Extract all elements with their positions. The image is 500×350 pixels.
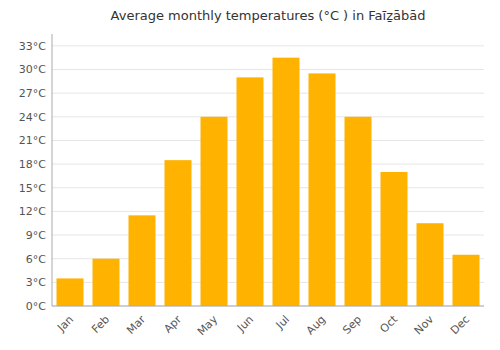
y-tick-label: 24°C bbox=[19, 111, 46, 124]
x-axis-line bbox=[52, 306, 484, 307]
grid bbox=[52, 46, 484, 306]
grid-line bbox=[52, 306, 484, 307]
x-tick-label: May bbox=[195, 313, 221, 339]
chart-container: Average monthly temperatures (°C ) in Fa… bbox=[0, 0, 500, 350]
bar bbox=[453, 255, 480, 306]
bar bbox=[273, 58, 300, 306]
y-axis-line bbox=[52, 34, 53, 306]
x-tick-label: Jan bbox=[54, 313, 76, 335]
bar bbox=[93, 259, 120, 306]
grid-line bbox=[52, 164, 484, 165]
grid-line bbox=[52, 116, 484, 117]
bars bbox=[57, 58, 480, 306]
bar bbox=[237, 77, 264, 306]
bar bbox=[381, 172, 408, 306]
x-tick-label: Aug bbox=[304, 313, 328, 337]
y-tick-label: 15°C bbox=[19, 182, 46, 195]
x-tick-label: Jun bbox=[234, 313, 256, 335]
y-tick-label: 30°C bbox=[19, 63, 46, 76]
x-tick-label: Nov bbox=[412, 313, 437, 338]
x-tick-label: Apr bbox=[161, 313, 184, 336]
y-tick-label: 18°C bbox=[19, 158, 46, 171]
y-tick-label: 33°C bbox=[19, 40, 46, 53]
x-axis: Jan Feb Mar Apr May Jun Jul Aug Sep Oct Nov Dec bbox=[52, 306, 484, 338]
x-tick-label: Oct bbox=[377, 312, 400, 335]
y-tick-label: 6°C bbox=[26, 253, 46, 266]
y-tick-label: 9°C bbox=[26, 229, 46, 242]
bar bbox=[165, 160, 192, 306]
bar bbox=[417, 223, 444, 306]
x-tick-label: Sep bbox=[340, 313, 364, 337]
y-tick-label: 12°C bbox=[19, 205, 46, 218]
y-tick-label: 21°C bbox=[19, 134, 46, 147]
bar bbox=[201, 117, 228, 306]
grid-line bbox=[52, 69, 484, 70]
y-axis: 0°C 3°C 6°C 9°C 12°C 15°C 18°C 21°C 24°C 27°C 30°C… bbox=[19, 34, 52, 313]
x-tick-label: Jul bbox=[273, 313, 292, 332]
x-tick-label: Dec bbox=[448, 313, 472, 337]
y-tick-label: 3°C bbox=[26, 276, 46, 289]
chart-title: Average monthly temperatures (°C ) in Fa… bbox=[111, 8, 426, 23]
y-tick-label: 0°C bbox=[26, 300, 46, 313]
bar bbox=[309, 73, 336, 306]
bar bbox=[57, 278, 84, 306]
x-tick-label: Mar bbox=[124, 313, 148, 337]
chart-svg: Average monthly temperatures (°C ) in Fa… bbox=[0, 0, 500, 350]
grid-line bbox=[52, 140, 484, 141]
bar bbox=[345, 117, 372, 306]
x-tick-label: Feb bbox=[89, 313, 112, 336]
grid-line bbox=[52, 187, 484, 188]
grid-line bbox=[52, 45, 484, 46]
grid-line bbox=[52, 93, 484, 94]
y-tick-label: 27°C bbox=[19, 87, 46, 100]
bar bbox=[129, 215, 156, 306]
grid-line bbox=[52, 211, 484, 212]
